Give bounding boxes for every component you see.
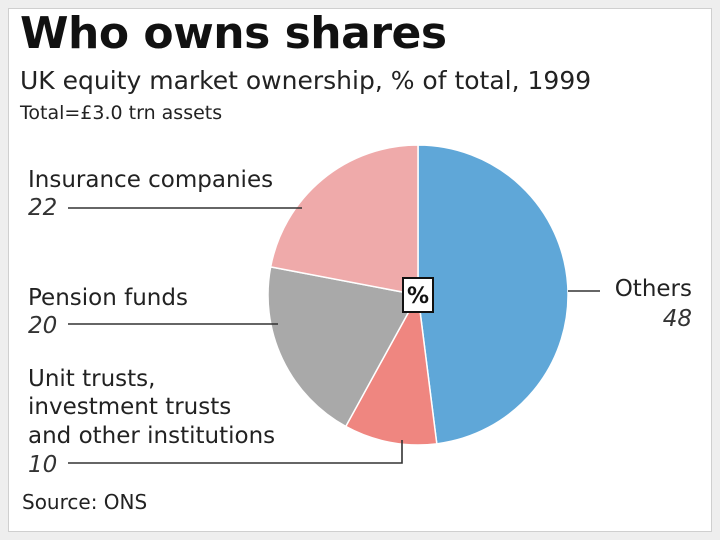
chart-note: Total=£3.0 trn assets [20,102,223,124]
pie-slice-3 [269,144,419,296]
slice-label-3: Insurance companies [28,167,273,193]
pie-slice-1 [344,292,438,446]
chart-subtitle: UK equity market ownership, % of total, … [20,66,592,95]
chart-title: Who owns shares [20,8,447,59]
slice-label-1-line-1: investment trusts [28,394,231,420]
center-box [402,277,434,313]
slice-label-1-line-2: and other institutions [28,423,275,449]
slice-value-2: 20 [28,313,57,339]
slice-label-2: Pension funds [28,285,188,311]
slice-label-0: Others [615,276,692,302]
leader-line-1 [68,440,403,464]
pie-slice-0 [417,144,569,445]
slice-value-1: 10 [28,452,57,478]
center-label: % [407,284,429,309]
slice-value-3: 22 [28,195,57,221]
slice-value-0: 48 [663,306,692,332]
chart-source: Source: ONS [22,490,148,514]
slice-label-1-line-0: Unit trusts, [28,366,155,392]
pie-slice-2 [267,266,420,428]
